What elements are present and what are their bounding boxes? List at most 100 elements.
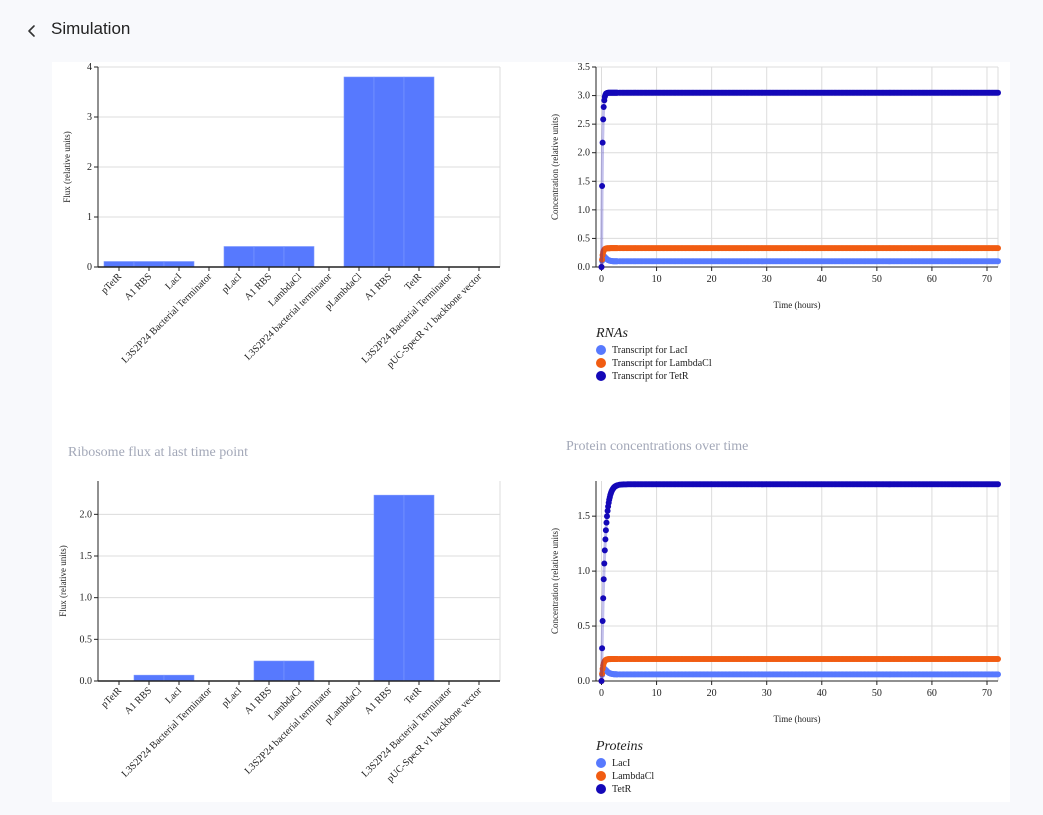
x-tick-label: LacI [163, 685, 184, 706]
bar [403, 494, 435, 682]
x-tick-label: pTetR [99, 271, 124, 296]
legend-label: LambdaCl [612, 771, 654, 782]
x-tick-label: 60 [927, 274, 937, 285]
x-tick-label: 40 [817, 274, 827, 285]
x-tick-label: pLacI [220, 685, 244, 709]
y-tick-label: 1.5 [578, 511, 591, 522]
chevron-left-icon [28, 25, 35, 37]
legend-label: TetR [612, 784, 632, 795]
data-point [599, 645, 606, 652]
bar [223, 246, 255, 268]
legend-swatch [596, 345, 606, 355]
bar [373, 494, 405, 682]
legend-swatch [596, 758, 606, 768]
series-lambdacl [598, 656, 1001, 684]
y-tick-label: 1.5 [578, 176, 591, 187]
y-tick-label: 3.5 [578, 62, 591, 73]
legend-label: Transcript for LambdaCl [612, 358, 712, 369]
back-button[interactable] [22, 21, 42, 41]
rnaConc-line-chart: 0.0 0.5 1.0 1.5 2.0 2.5 3.0 3.5 Concentration (r… [550, 62, 1001, 382]
data-point [599, 618, 606, 624]
data-point [598, 678, 605, 684]
x-tick-label: 0 [599, 688, 604, 699]
data-point [599, 139, 606, 146]
x-tick-label: TetR [403, 685, 425, 707]
simulation-results-panel: 0 1 2 3 4 Flux (relative units) pTetR A1 RBS Lac… [52, 62, 1010, 802]
x-tick-label: A1 RBS [123, 685, 155, 717]
y-tick-label: 0.5 [80, 634, 93, 645]
y-tick-label: 0.0 [80, 676, 93, 687]
legend-title: RNAs [595, 326, 628, 341]
data-point [604, 507, 611, 514]
x-tick-label: 60 [927, 688, 937, 699]
legend-label: LacI [612, 758, 630, 769]
y-axis-label: Concentration (relative units) [550, 114, 560, 220]
bar [253, 660, 285, 682]
data-point [603, 519, 610, 526]
data-point [995, 89, 1001, 96]
data-point [600, 116, 607, 123]
bar [373, 76, 405, 268]
y-tick-label: 2.0 [80, 509, 93, 520]
y-tick-label: 3 [87, 112, 92, 123]
bar [283, 660, 315, 682]
data-point [600, 576, 607, 583]
series-line [600, 482, 998, 682]
x-tick-label: A1 RBS [363, 685, 395, 717]
x-tick-label: A1 RBS [363, 271, 395, 303]
legend-swatch [596, 771, 606, 781]
y-tick-label: 2 [87, 162, 92, 173]
y-tick-label: 1 [87, 212, 92, 223]
data-point [995, 245, 1001, 252]
x-axis-label: Time (hours) [774, 714, 821, 724]
protConc-line-chart: 0.0 0.5 1.0 1.5 Concentration (relative unit… [550, 439, 1001, 795]
y-tick-label: 0.5 [578, 621, 591, 632]
bar [133, 674, 165, 682]
data-point [995, 258, 1001, 265]
y-tick-label: 0.5 [578, 233, 591, 244]
series-laci [598, 665, 1001, 684]
chart-title: Protein concentrations over time [566, 439, 748, 454]
data-point [995, 656, 1001, 662]
data-point [602, 536, 609, 543]
data-point [598, 264, 605, 270]
y-tick-label: 2.5 [578, 119, 591, 130]
y-tick-label: 1.0 [80, 593, 93, 604]
series-transcript-for-lambdacl [598, 245, 1001, 270]
x-tick-label: TetR [403, 271, 425, 293]
data-point [600, 104, 607, 110]
y-tick-label: 2.0 [578, 148, 591, 159]
y-axis-label: Flux (relative units) [58, 545, 68, 617]
data-point [599, 183, 606, 189]
legend-label: Transcript for LacI [612, 345, 688, 356]
x-tick-label: 70 [982, 274, 992, 285]
data-point [599, 670, 606, 677]
riboFlux-bar-chart: 0.0 0.5 1.0 1.5 2.0 Flux (relative units) Ribo… [58, 445, 501, 784]
legend-swatch [596, 371, 606, 381]
x-tick-label: LacI [163, 271, 184, 292]
data-point [995, 671, 1001, 678]
y-tick-label: 1.0 [578, 205, 591, 216]
series-line [600, 91, 998, 268]
series-transcript-for-tetr [598, 89, 1001, 270]
y-tick-label: 0 [87, 262, 92, 273]
x-tick-label: 0 [599, 274, 604, 285]
x-tick-label: 50 [872, 274, 882, 285]
data-point [599, 256, 606, 263]
x-tick-label: 20 [707, 688, 717, 699]
y-tick-label: 0.0 [578, 676, 591, 687]
y-tick-label: 1.0 [578, 566, 591, 577]
page-header: Simulation [0, 0, 1043, 62]
bar [253, 246, 285, 268]
bar [133, 261, 165, 268]
x-axis-label: Time (hours) [774, 300, 821, 310]
x-tick-label: 20 [707, 274, 717, 285]
series-tetr [598, 481, 1001, 684]
x-tick-label: 70 [982, 688, 992, 699]
x-tick-label: 40 [817, 688, 827, 699]
x-tick-label: 50 [872, 688, 882, 699]
data-point [601, 547, 608, 554]
y-tick-label: 0.0 [578, 262, 591, 273]
